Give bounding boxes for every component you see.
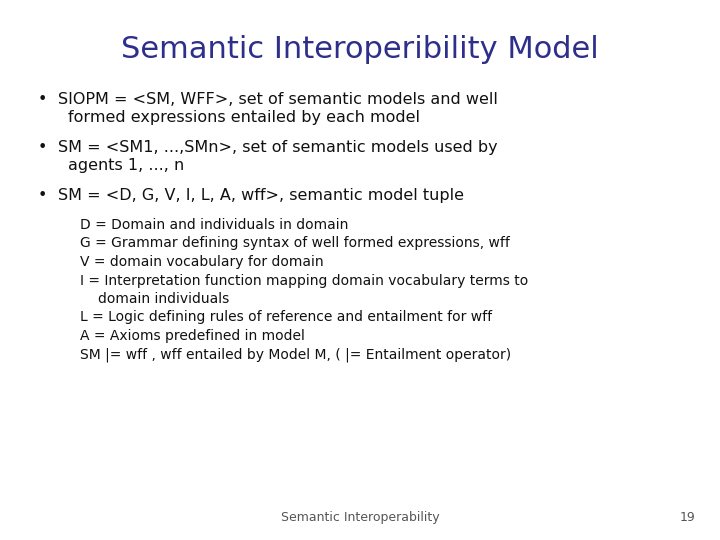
Text: SM |= wff , wff entailed by Model M, ( |= Entailment operator): SM |= wff , wff entailed by Model M, ( |… (80, 348, 511, 362)
Text: •: • (38, 140, 48, 155)
Text: Semantic Interoperability: Semantic Interoperability (281, 511, 439, 524)
Text: •: • (38, 92, 48, 107)
Text: SIOPM = <SM, WFF>, set of semantic models and well: SIOPM = <SM, WFF>, set of semantic model… (58, 92, 498, 107)
Text: 19: 19 (679, 511, 695, 524)
Text: A = Axioms predefined in model: A = Axioms predefined in model (80, 329, 305, 343)
Text: Semantic Interoperibility Model: Semantic Interoperibility Model (121, 35, 599, 64)
Text: D = Domain and individuals in domain: D = Domain and individuals in domain (80, 218, 348, 232)
Text: domain individuals: domain individuals (98, 292, 229, 306)
Text: V = domain vocabulary for domain: V = domain vocabulary for domain (80, 255, 323, 269)
Text: •: • (38, 188, 48, 203)
Text: SM = <SM1, ...,SMn>, set of semantic models used by: SM = <SM1, ...,SMn>, set of semantic mod… (58, 140, 498, 155)
Text: agents 1, ..., n: agents 1, ..., n (68, 158, 184, 173)
Text: SM = <D, G, V, I, L, A, wff>, semantic model tuple: SM = <D, G, V, I, L, A, wff>, semantic m… (58, 188, 464, 203)
Text: G = Grammar defining syntax of well formed expressions, wff: G = Grammar defining syntax of well form… (80, 237, 510, 251)
Text: I = Interpretation function mapping domain vocabulary terms to: I = Interpretation function mapping doma… (80, 273, 528, 287)
Text: L = Logic defining rules of reference and entailment for wff: L = Logic defining rules of reference an… (80, 310, 492, 325)
Text: formed expressions entailed by each model: formed expressions entailed by each mode… (68, 110, 420, 125)
